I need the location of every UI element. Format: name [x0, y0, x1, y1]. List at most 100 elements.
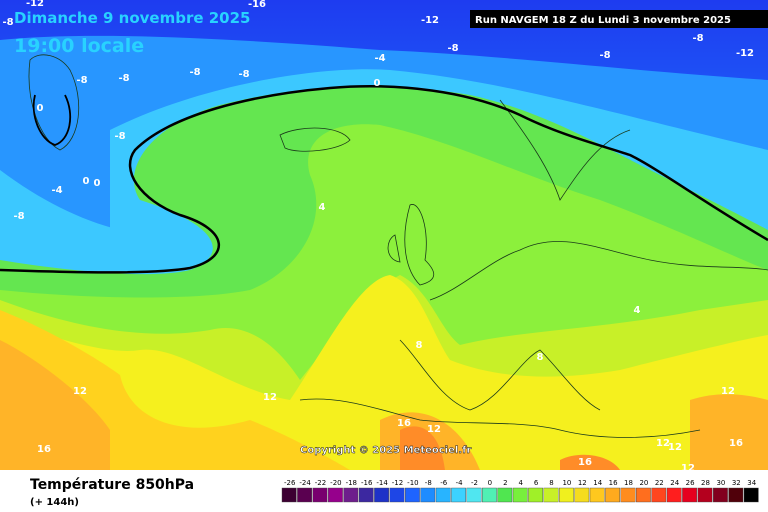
- contour-label: -12: [736, 48, 754, 59]
- contour-label: 12: [73, 386, 87, 397]
- contour-label: -8: [238, 69, 249, 80]
- contour-label: -4: [51, 185, 62, 196]
- legend-label: 12: [578, 479, 587, 487]
- legend-label: -8: [425, 479, 432, 487]
- legend-label: 18: [624, 479, 633, 487]
- contour-label: -8: [13, 211, 24, 222]
- date: Dimanche 9 novembre 2025: [14, 9, 251, 27]
- legend-swatch: [559, 487, 574, 503]
- run-info: Run NAVGEM 18 Z du Lundi 3 novembre 2025: [475, 15, 731, 26]
- legend-swatch: [728, 487, 744, 503]
- contour-label: 12: [721, 386, 735, 397]
- legend-label: -2: [471, 479, 478, 487]
- legend-label: -24: [299, 479, 311, 487]
- contour-label: 16: [37, 444, 51, 455]
- legend-swatch: [651, 487, 667, 503]
- legend-label: 10: [562, 479, 571, 487]
- legend-swatch: [697, 487, 713, 503]
- contour-label: 8: [537, 352, 544, 363]
- legend-swatch: [482, 487, 497, 503]
- legend-swatch: [466, 487, 482, 503]
- contour-label: 16: [397, 418, 411, 429]
- legend-label: -10: [407, 479, 418, 487]
- footer-lead: (+ 144h): [30, 497, 79, 508]
- legend-label: -16: [361, 479, 373, 487]
- legend-label: -18: [346, 479, 357, 487]
- contour-label: 0: [94, 178, 101, 189]
- legend-label: 26: [686, 479, 695, 487]
- legend-label: 24: [670, 479, 679, 487]
- legend-swatch: [420, 487, 436, 503]
- contour-label: -12: [26, 0, 44, 9]
- contour-label: 0: [37, 103, 44, 114]
- legend-label: 14: [593, 479, 602, 487]
- copyright: Copyright © 2025 Meteociel.fr: [300, 445, 471, 456]
- legend-swatch: [589, 487, 605, 503]
- legend-label: 16: [609, 479, 618, 487]
- legend-label: -14: [376, 479, 388, 487]
- contour-label: -8: [76, 75, 87, 86]
- contour-labels: -12-8-16-12-8-8-12-8-4-8-8-8-8 0-80-40 0-8…: [2, 0, 754, 474]
- legend-label: 20: [639, 479, 648, 487]
- legend-swatch: [574, 487, 590, 503]
- coastlines: [28, 54, 768, 438]
- contour-label: 12: [263, 392, 277, 403]
- legend-swatch: [389, 487, 405, 503]
- contour-label: 16: [578, 457, 592, 468]
- legend-label: 0: [488, 479, 492, 487]
- temperature-field: [0, 0, 768, 471]
- contour-label: -8: [2, 17, 13, 28]
- legend-swatch: [528, 487, 544, 503]
- footer-title: Température 850hPa: [30, 477, 194, 493]
- legend-label: 28: [701, 479, 710, 487]
- contour-label: -8: [692, 33, 703, 44]
- time: 19:00 locale: [14, 35, 144, 57]
- legend-swatch: [682, 487, 698, 503]
- contour-label: 8: [416, 340, 423, 351]
- legend-label: -4: [456, 479, 464, 487]
- legend-label: 34: [747, 479, 756, 487]
- color-legend: -26 -24 -22 -20 -18 -16 -14 -12 -10 -8 -6 -4 -2 0 2 4 6 8…: [281, 479, 759, 503]
- legend-swatch: [512, 487, 528, 503]
- legend-label: 4: [518, 479, 523, 487]
- legend-swatch: [374, 487, 389, 503]
- legend-label: 32: [732, 479, 741, 487]
- legend-label: -26: [284, 479, 296, 487]
- contour-label: 4: [319, 202, 326, 213]
- legend-swatch: [666, 487, 682, 503]
- legend-swatch: [743, 487, 759, 503]
- contour-label: 16: [729, 438, 743, 449]
- run-box: [470, 10, 768, 28]
- contour-label: -8: [118, 73, 129, 84]
- contour-label: -16: [248, 0, 266, 10]
- legend-swatch: [636, 487, 651, 503]
- legend-label: 30: [716, 479, 725, 487]
- legend-swatch: [297, 487, 312, 503]
- legend-swatch: [281, 487, 297, 503]
- contour-label: -8: [599, 50, 610, 61]
- legend-swatch: [312, 487, 328, 503]
- legend-swatch: [497, 487, 513, 503]
- contour-label: 0: [374, 78, 381, 89]
- legend-label: 6: [534, 479, 539, 487]
- contour-label: -8: [114, 131, 125, 142]
- contour-label: 12: [681, 463, 695, 474]
- legend-label: -22: [315, 479, 326, 487]
- legend-swatch: [405, 487, 420, 503]
- zero-isotherm: [0, 85, 768, 274]
- contour-label: 4: [634, 305, 641, 316]
- legend-swatch: [605, 487, 621, 503]
- legend-label: -20: [330, 479, 341, 487]
- contour-label: 12: [668, 442, 682, 453]
- legend-label: 8: [549, 479, 553, 487]
- contour-label: -8: [189, 67, 200, 78]
- legend-swatch: [543, 487, 559, 503]
- legend-swatch: [620, 487, 636, 503]
- legend-swatch: [358, 487, 374, 503]
- legend-swatch: [451, 487, 466, 503]
- legend-label: 22: [655, 479, 664, 487]
- legend-swatch: [343, 487, 359, 503]
- legend-swatch: [328, 487, 343, 503]
- legend-swatch: [435, 487, 451, 503]
